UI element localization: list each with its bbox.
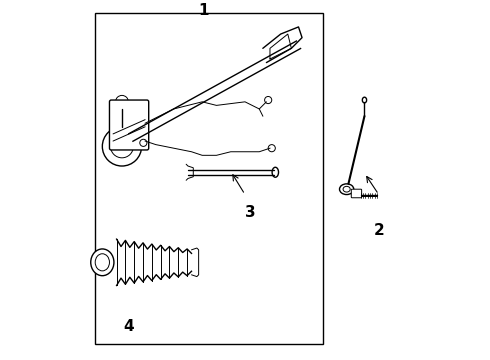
Text: 4: 4 bbox=[124, 319, 134, 334]
Ellipse shape bbox=[272, 167, 278, 177]
FancyBboxPatch shape bbox=[351, 189, 362, 198]
Ellipse shape bbox=[362, 97, 367, 103]
Ellipse shape bbox=[340, 184, 354, 194]
Text: 3: 3 bbox=[245, 205, 256, 220]
Ellipse shape bbox=[343, 186, 350, 192]
Ellipse shape bbox=[91, 249, 114, 276]
FancyBboxPatch shape bbox=[109, 100, 148, 150]
Ellipse shape bbox=[95, 254, 109, 271]
Text: 1: 1 bbox=[199, 3, 209, 18]
Text: 2: 2 bbox=[373, 223, 384, 238]
Circle shape bbox=[268, 145, 275, 152]
Circle shape bbox=[116, 95, 128, 108]
Circle shape bbox=[111, 135, 133, 158]
Circle shape bbox=[102, 127, 142, 166]
Circle shape bbox=[265, 96, 272, 104]
Circle shape bbox=[140, 139, 147, 147]
Bar bbox=[95, 13, 323, 345]
